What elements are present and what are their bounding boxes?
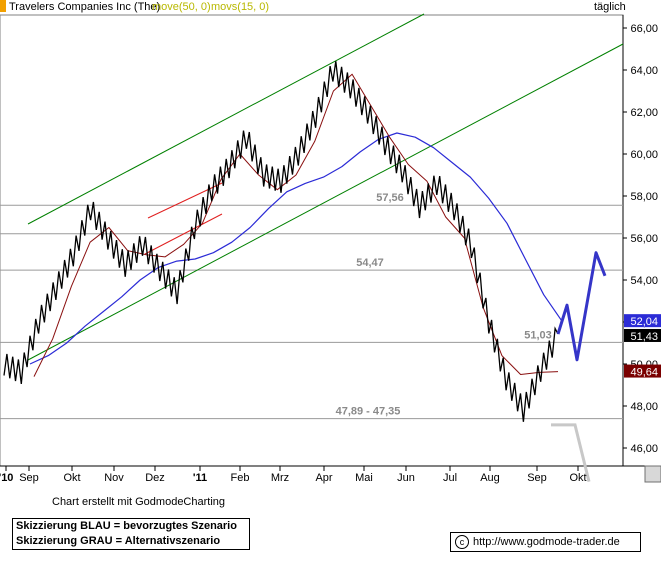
minor-channel-lower-line [144,213,223,255]
y-tick-label: 66,00 [630,23,658,35]
plot-frame [0,14,624,467]
y-tick-label: 60,00 [630,149,658,161]
source-url-box[interactable]: c http://www.godmode-trader.de [450,532,641,552]
ma15-line [33,73,559,377]
y-tick-label: 62,00 [630,107,658,119]
x-tick-label: Jun [397,472,415,484]
channel-upper-line [27,13,425,225]
y-tick-label: 56,00 [630,233,658,245]
x-tick-label: Sep [527,472,547,484]
scroll-button[interactable] [644,465,661,483]
level-label: 47,89 - 47,35 [336,406,401,418]
x-tick-label: Mai [355,472,373,484]
level-label: 57,56 [376,192,404,204]
x-tick-label: Dez [145,472,165,484]
legend-grey-label: Skizzierung GRAU = Alternativszenario [16,535,221,547]
x-tick-label: Nov [104,472,124,484]
y-axis-panel [623,15,661,466]
level-label: 54,47 [356,257,384,269]
scenario-blue-line [556,251,607,362]
x-tick-label: Okt [63,472,80,484]
scenario-grey-line [551,423,591,482]
x-tick-label: Okt [569,472,586,484]
level-label: 51,03 [524,329,552,341]
ma2-header-label: movs(15, 0) [211,1,269,13]
y-tick-label: 54,00 [630,275,658,287]
value-badge-label: 52,04 [630,316,658,328]
x-tick-label: '11 [193,472,207,484]
source-url[interactable]: http://www.godmode-trader.de [473,535,620,548]
y-tick-label: 64,00 [630,65,658,77]
value-badge [624,314,661,328]
ma1-header-label: move(50, 0) [152,1,211,13]
legend-blue-label: Skizzierung BLAU = bevorzugtes Szenario [16,520,237,532]
y-tick-label: 58,00 [630,191,658,203]
price-line [3,61,559,422]
x-tick-label: Mrz [271,472,289,484]
ma50-line [29,132,563,365]
value-badge-label: 49,64 [630,367,658,379]
period-label: täglich [594,1,626,13]
y-tick-label: 48,00 [630,401,658,413]
x-tick-label: '10 [0,472,13,484]
x-tick-label: Jul [443,472,457,484]
chart-credit: Chart erstellt mit GodmodeCharting [52,496,226,508]
chart-title: Travelers Companies Inc (The) [9,1,160,13]
y-tick-label: 46,00 [630,443,658,455]
header-marker-icon [0,0,6,12]
value-badge [624,328,661,342]
value-badge-label: 51,43 [630,331,658,343]
value-badge [624,364,661,378]
x-tick-label: Aug [480,472,500,484]
x-tick-label: Feb [231,472,250,484]
x-tick-label: Apr [315,472,332,484]
channel-lower-line [27,43,624,361]
x-tick-label: Sep [19,472,39,484]
scenario-legend: Skizzierung BLAU = bevorzugtes Szenario … [12,518,250,550]
copyright-icon: c [455,535,469,549]
